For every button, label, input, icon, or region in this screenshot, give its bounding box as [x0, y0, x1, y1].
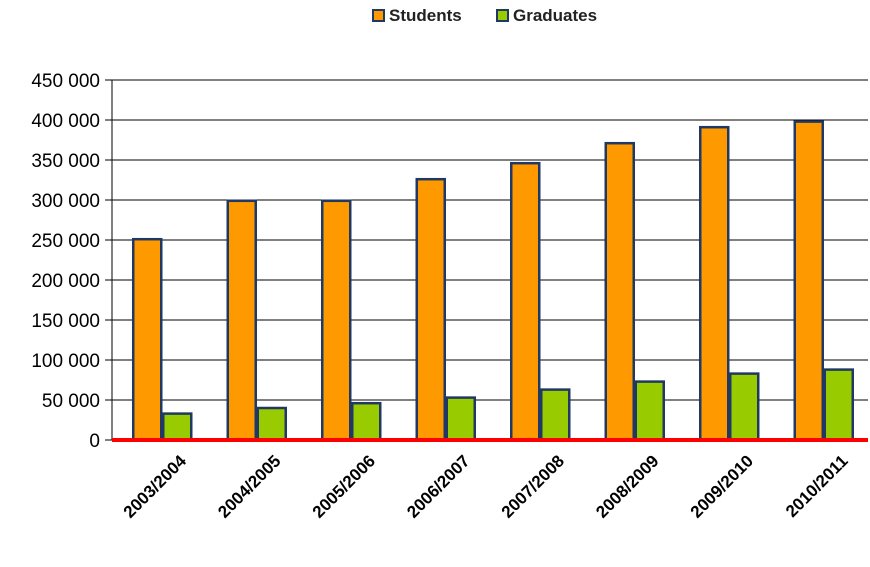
x-tick-label: 2010/2011 — [782, 451, 852, 521]
y-tick-label: 0 — [89, 431, 100, 452]
y-tick-label: 200 000 — [31, 271, 100, 292]
graduates-bar — [162, 412, 193, 442]
y-tick-label: 350 000 — [31, 151, 100, 172]
x-axis-ticks: 2003/2004 2004/2005 2005/2006 2006/2007 2007… — [120, 451, 852, 522]
legend-swatch-graduates — [496, 9, 509, 22]
students-bar — [793, 120, 824, 442]
y-tick-label: 150 000 — [31, 311, 100, 332]
students-bar — [699, 125, 730, 442]
y-tick-label: 450 000 — [31, 71, 100, 92]
x-tick-label: 2008/2009 — [592, 451, 662, 521]
y-tick-label: 300 000 — [31, 191, 100, 212]
graduates-bar — [351, 401, 382, 442]
students-bar — [226, 199, 257, 442]
y-tick-label: 50 000 — [42, 391, 100, 412]
students-bar — [510, 161, 541, 442]
legend-label-graduates: Graduates — [513, 6, 597, 25]
legend-swatch-students — [372, 9, 385, 22]
bars — [132, 120, 854, 442]
gridlines — [112, 79, 868, 401]
graduates-bar — [540, 388, 571, 442]
graduates-bar — [256, 406, 287, 442]
y-axis-ticks: 0 50 000 100 000 150 000 200 000 250 000 300 0… — [31, 71, 113, 452]
x-tick-label: 2007/2008 — [498, 451, 568, 521]
x-tick-label: 2009/2010 — [687, 451, 757, 521]
y-tick-label: 100 000 — [31, 351, 100, 372]
graduates-bar — [729, 372, 760, 442]
y-tick-label: 400 000 — [31, 111, 100, 132]
graduates-bar — [823, 368, 854, 442]
graduates-bar — [634, 380, 665, 442]
legend: Students Graduates — [372, 6, 597, 25]
students-bar — [132, 237, 163, 442]
students-bar — [321, 199, 352, 442]
legend-label-students: Students — [389, 6, 462, 25]
students-bar — [415, 177, 446, 442]
x-tick-label: 2004/2005 — [214, 451, 284, 521]
y-tick-label: 250 000 — [31, 231, 100, 252]
graduates-bar — [445, 396, 476, 442]
x-tick-label: 2006/2007 — [403, 451, 473, 521]
students-bar — [604, 141, 635, 442]
x-tick-label: 2005/2006 — [309, 451, 379, 521]
x-tick-label: 2003/2004 — [120, 451, 191, 522]
